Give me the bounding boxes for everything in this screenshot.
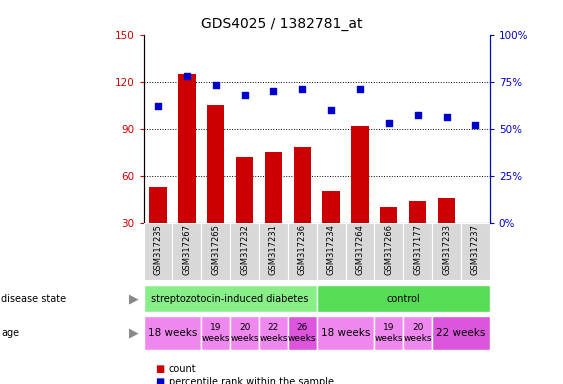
Bar [207, 105, 224, 223]
Text: GSM317236: GSM317236 [298, 224, 307, 275]
Text: GSM317177: GSM317177 [413, 224, 422, 275]
Text: GDS4025 / 1382781_at: GDS4025 / 1382781_at [201, 17, 362, 31]
Point [298, 86, 307, 92]
Point [471, 122, 480, 128]
Point [413, 113, 422, 119]
Point [240, 92, 249, 98]
Bar [316, 223, 346, 280]
Bar [403, 316, 432, 350]
Text: ■: ■ [155, 364, 164, 374]
Text: age: age [1, 328, 19, 338]
Text: 22
weeks: 22 weeks [259, 323, 288, 343]
Text: 26
weeks: 26 weeks [288, 323, 316, 343]
Bar [172, 223, 202, 280]
Text: percentile rank within the sample: percentile rank within the sample [169, 377, 334, 384]
Bar [351, 126, 369, 223]
Bar [288, 223, 316, 280]
Bar [144, 316, 202, 350]
Bar [288, 316, 316, 350]
Bar [236, 157, 253, 223]
Bar [380, 207, 397, 223]
Text: disease state: disease state [1, 293, 66, 304]
Text: GSM317264: GSM317264 [355, 224, 364, 275]
Bar [461, 223, 490, 280]
Point [385, 120, 394, 126]
Bar [149, 187, 167, 223]
Text: GSM317231: GSM317231 [269, 224, 278, 275]
Point [211, 82, 220, 88]
Text: GSM317237: GSM317237 [471, 224, 480, 275]
Text: ▶: ▶ [129, 327, 139, 339]
Bar [403, 223, 432, 280]
Bar [178, 74, 195, 223]
Text: 18 weeks: 18 weeks [321, 328, 370, 338]
Text: GSM317233: GSM317233 [442, 224, 451, 275]
Bar [144, 285, 316, 312]
Text: 19
weeks: 19 weeks [374, 323, 403, 343]
Text: GSM317267: GSM317267 [182, 224, 191, 275]
Bar [265, 152, 282, 223]
Bar [323, 191, 340, 223]
Bar [202, 223, 230, 280]
Text: 18 weeks: 18 weeks [148, 328, 197, 338]
Bar [294, 147, 311, 223]
Point [442, 114, 451, 121]
Text: GSM317265: GSM317265 [211, 224, 220, 275]
Bar [316, 316, 374, 350]
Text: ■: ■ [155, 377, 164, 384]
Text: 22 weeks: 22 weeks [436, 328, 486, 338]
Point [154, 103, 163, 109]
Point [355, 86, 364, 92]
Bar [316, 285, 490, 312]
Text: count: count [169, 364, 196, 374]
Point [327, 107, 336, 113]
Bar [432, 316, 490, 350]
Point [182, 73, 191, 79]
Text: 20
weeks: 20 weeks [404, 323, 432, 343]
Bar [230, 223, 259, 280]
Text: 19
weeks: 19 weeks [202, 323, 230, 343]
Text: 20
weeks: 20 weeks [230, 323, 259, 343]
Bar [202, 316, 230, 350]
Bar [346, 223, 374, 280]
Text: GSM317235: GSM317235 [154, 224, 163, 275]
Text: streptozotocin-induced diabetes: streptozotocin-induced diabetes [151, 293, 309, 304]
Bar [409, 201, 426, 223]
Bar [374, 223, 403, 280]
Text: ▶: ▶ [129, 292, 139, 305]
Bar [259, 223, 288, 280]
Bar [259, 316, 288, 350]
Point [269, 88, 278, 94]
Bar [144, 223, 172, 280]
Bar [374, 316, 403, 350]
Bar [230, 316, 259, 350]
Text: GSM317234: GSM317234 [327, 224, 336, 275]
Text: GSM317232: GSM317232 [240, 224, 249, 275]
Text: control: control [386, 293, 420, 304]
Bar [438, 198, 455, 223]
Bar [432, 223, 461, 280]
Text: GSM317266: GSM317266 [385, 224, 394, 275]
